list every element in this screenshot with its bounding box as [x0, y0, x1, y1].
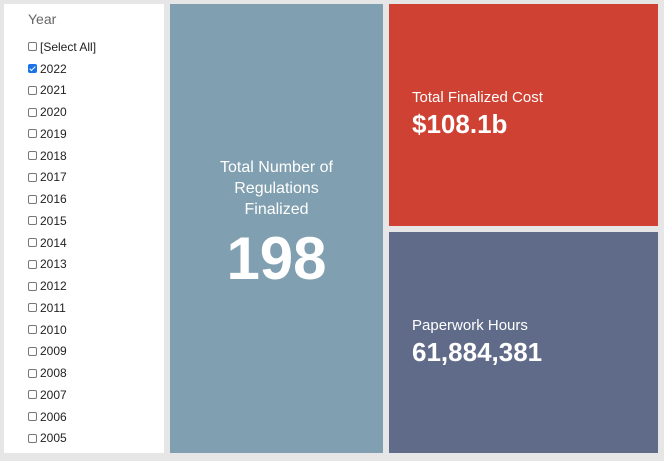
- regulations-value: 198: [226, 225, 327, 292]
- checkbox[interactable]: [28, 64, 37, 74]
- checkbox[interactable]: [28, 412, 37, 422]
- checkbox[interactable]: [28, 303, 37, 313]
- filter-option-label: 2010: [40, 322, 67, 337]
- filter-option-label: 2022: [40, 61, 67, 76]
- checkbox[interactable]: [28, 281, 37, 291]
- checkbox[interactable]: [28, 129, 37, 139]
- filter-option-2018[interactable]: 2018: [28, 145, 164, 167]
- filter-option-2005[interactable]: 2005: [28, 428, 164, 450]
- checkbox[interactable]: [28, 107, 37, 117]
- hours-value: 61,884,381: [412, 337, 543, 367]
- filter-option-label: 2016: [40, 192, 67, 207]
- filter-option-label: 2014: [40, 235, 67, 250]
- filter-option-label: 2015: [40, 213, 67, 228]
- filter-option-label: 2011: [40, 300, 66, 315]
- filter-option-2006[interactable]: 2006: [28, 406, 164, 428]
- cost-value: $108.1b: [412, 109, 508, 139]
- checkbox[interactable]: [28, 259, 37, 269]
- filter-option-2009[interactable]: 2009: [28, 341, 164, 363]
- filter-option-2022[interactable]: 2022: [28, 58, 164, 80]
- checkbox[interactable]: [28, 151, 37, 161]
- filter-option-label: 2012: [40, 279, 67, 294]
- year-filter-panel: Year [Select All] 2022 2021 2020 2019 2018 201…: [4, 4, 164, 453]
- filter-option-label: 2006: [40, 409, 67, 424]
- filter-option-2012[interactable]: 2012: [28, 275, 164, 297]
- filter-option-2008[interactable]: 2008: [28, 362, 164, 384]
- cost-label: Total Finalized Cost: [412, 89, 543, 106]
- checkbox[interactable]: [28, 433, 37, 443]
- filter-option-2016[interactable]: 2016: [28, 188, 164, 210]
- filter-option-label: 2019: [40, 126, 67, 141]
- filter-option-label: 2007: [40, 387, 67, 402]
- filter-option-label: 2008: [40, 366, 67, 381]
- filter-option-2015[interactable]: 2015: [28, 210, 164, 232]
- checkbox[interactable]: [28, 390, 37, 400]
- filter-option-label: [Select All]: [40, 39, 97, 54]
- filter-option-2020[interactable]: 2020: [28, 101, 164, 123]
- filter-option-2010[interactable]: 2010: [28, 319, 164, 341]
- checkbox[interactable]: [28, 172, 37, 182]
- filter-option-2007[interactable]: 2007: [28, 384, 164, 406]
- checkbox[interactable]: [28, 42, 37, 52]
- cost-tile: Total Finalized Cost $108.1b: [389, 4, 658, 226]
- filter-option-2011[interactable]: 2011: [28, 297, 164, 319]
- filter-option-label: 2021: [40, 83, 67, 98]
- filter-option-select-all[interactable]: [Select All]: [28, 36, 164, 58]
- checkbox[interactable]: [28, 368, 37, 378]
- filter-title: Year: [28, 11, 57, 27]
- checkbox[interactable]: [28, 194, 37, 204]
- filter-option-label: 2009: [40, 344, 67, 359]
- filter-option-label: 2013: [40, 257, 67, 272]
- hours-label: Paperwork Hours: [412, 317, 528, 334]
- filter-option-label: 2018: [40, 148, 67, 163]
- checkbox[interactable]: [28, 216, 37, 226]
- regulations-tile: Total Number of Regulations Finalized 19…: [170, 4, 383, 453]
- year-filter-list: [Select All] 2022 2021 2020 2019 2018 2017 2016…: [28, 36, 164, 449]
- filter-option-label: 2005: [40, 431, 67, 446]
- checkbox[interactable]: [28, 238, 37, 248]
- filter-option-2019[interactable]: 2019: [28, 123, 164, 145]
- filter-option-2013[interactable]: 2013: [28, 254, 164, 276]
- filter-option-2014[interactable]: 2014: [28, 232, 164, 254]
- filter-option-2017[interactable]: 2017: [28, 167, 164, 189]
- filter-option-2021[interactable]: 2021: [28, 80, 164, 102]
- filter-option-label: 2020: [40, 105, 67, 120]
- checkbox[interactable]: [28, 346, 37, 356]
- hours-tile: Paperwork Hours 61,884,381: [389, 232, 658, 453]
- checkbox[interactable]: [28, 85, 37, 95]
- filter-option-label: 2017: [40, 170, 67, 185]
- checkbox[interactable]: [28, 325, 37, 335]
- regulations-label: Total Number of Regulations Finalized: [220, 159, 333, 218]
